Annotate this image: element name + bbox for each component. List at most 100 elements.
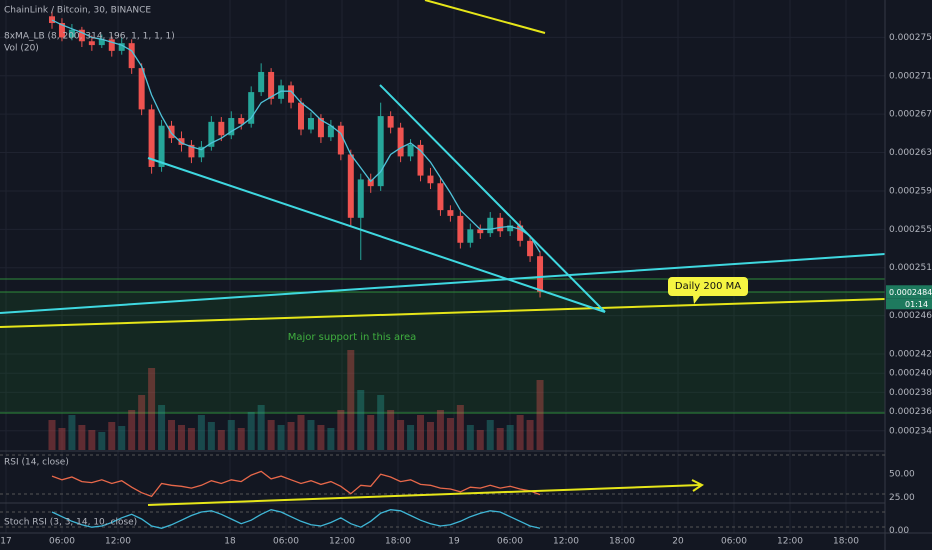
- stoch-line: [51, 509, 541, 529]
- y-tick-label: 0.00024600: [889, 311, 932, 321]
- volume-bar: [496, 428, 504, 450]
- volume-bar: [267, 420, 275, 450]
- y-tick-label: 0.00023800: [889, 388, 932, 398]
- candle-body: [447, 210, 454, 216]
- candle-body: [278, 85, 285, 99]
- candle-body: [327, 125, 334, 138]
- y-tick-label: 0.00026700: [889, 110, 932, 120]
- candle-body: [218, 121, 225, 136]
- countdown-badge: [886, 298, 932, 310]
- y-tick-label: 0.00023600: [889, 407, 932, 417]
- candle-body: [347, 154, 354, 218]
- candle-body: [377, 116, 384, 187]
- callout-label: Daily 200 MA: [675, 281, 741, 292]
- x-tick-label: 12:00: [329, 537, 355, 547]
- candle-body: [49, 16, 55, 24]
- candle-body: [417, 144, 424, 176]
- candle-body: [367, 179, 374, 187]
- volume-label: Vol (20): [4, 44, 39, 54]
- volume-bar: [397, 420, 405, 450]
- volume-bar: [148, 368, 156, 450]
- support-label: Major support in this area: [288, 332, 417, 343]
- candle-body: [268, 71, 275, 99]
- volume-bar: [516, 415, 524, 450]
- x-tick-label: 06:00: [273, 537, 299, 547]
- candle-body: [337, 125, 344, 155]
- x-tick-label: 12:00: [777, 537, 803, 547]
- volume-bar: [197, 415, 205, 450]
- arrow-head: [691, 479, 704, 492]
- price-badge: [886, 285, 932, 299]
- volume-bar: [257, 405, 265, 450]
- candle-body: [188, 144, 195, 158]
- candle-layer: [49, 10, 544, 298]
- candle-body: [88, 41, 95, 46]
- candle-body: [238, 118, 245, 124]
- rsi-trend-line: [147, 484, 701, 506]
- x-tick-label: 06:00: [497, 537, 523, 547]
- volume-bar: [417, 415, 425, 450]
- candle-body: [128, 43, 135, 69]
- candle-body: [497, 217, 504, 232]
- candle-body: [477, 229, 484, 234]
- candle-body: [387, 116, 394, 128]
- indicator-label: 8xMA_LB (8, 200, 314, 196, 1, 1, 1, 1): [4, 32, 175, 42]
- candle-body: [357, 179, 364, 218]
- candle-body: [288, 85, 295, 103]
- candle-body: [68, 29, 75, 38]
- volume-bar: [436, 410, 444, 450]
- x-tick-label: 20: [672, 537, 684, 547]
- candle-body: [317, 118, 324, 138]
- volume-bar: [446, 418, 454, 450]
- volume-bar: [88, 430, 96, 450]
- y-tick-label: 0.00025500: [889, 225, 932, 235]
- candle-body: [98, 39, 105, 46]
- volume-bar: [207, 422, 215, 450]
- x-tick-label: 18:00: [833, 537, 859, 547]
- volume-bar: [277, 425, 285, 450]
- candle-body: [407, 144, 414, 157]
- volume-layer: [48, 350, 544, 450]
- volume-bar: [108, 422, 116, 450]
- y-tick-label: 0.00025900: [889, 186, 932, 196]
- volume-bar: [78, 425, 86, 450]
- volume-bar: [317, 425, 325, 450]
- x-tick-label: 17: [0, 537, 11, 547]
- trend-line: [0, 253, 886, 314]
- candle-body: [517, 225, 524, 241]
- rsi-line: [51, 470, 541, 498]
- candle-body: [457, 215, 464, 243]
- candle-body: [78, 29, 85, 42]
- volume-bar: [177, 425, 185, 450]
- volume-bar: [407, 425, 415, 450]
- candle-body: [178, 138, 185, 145]
- stoch-label: Stoch RSI (3, 3, 14, 10, close): [4, 518, 137, 528]
- candle-body: [427, 175, 434, 184]
- volume-bar: [307, 420, 315, 450]
- x-tick-label: 18: [224, 537, 236, 547]
- grid-layer: [0, 0, 885, 533]
- y-tick-label: 0.00024200: [889, 350, 932, 360]
- candle-body: [208, 121, 215, 147]
- candle-body: [168, 125, 175, 139]
- x-tick-label: 18:00: [385, 537, 411, 547]
- candle-body: [118, 43, 125, 51]
- volume-bar: [297, 415, 305, 450]
- candle-body: [467, 229, 474, 243]
- volume-bar: [247, 412, 255, 450]
- candle-body: [248, 92, 255, 124]
- candle-body: [148, 109, 155, 167]
- volume-bar: [237, 428, 245, 450]
- candle-body: [138, 68, 145, 110]
- y-tick-label: 0.00026300: [889, 148, 932, 158]
- volume-bar: [217, 430, 225, 450]
- candle-body: [228, 118, 235, 136]
- y-tick-label: 0.00023400: [889, 426, 932, 436]
- volume-bar: [387, 410, 395, 450]
- volume-bar: [456, 405, 464, 450]
- y-tick-label: 0.00027500: [889, 33, 932, 43]
- volume-bar: [486, 420, 494, 450]
- volume-bar: [58, 428, 66, 450]
- x-tick-label: 06:00: [721, 537, 747, 547]
